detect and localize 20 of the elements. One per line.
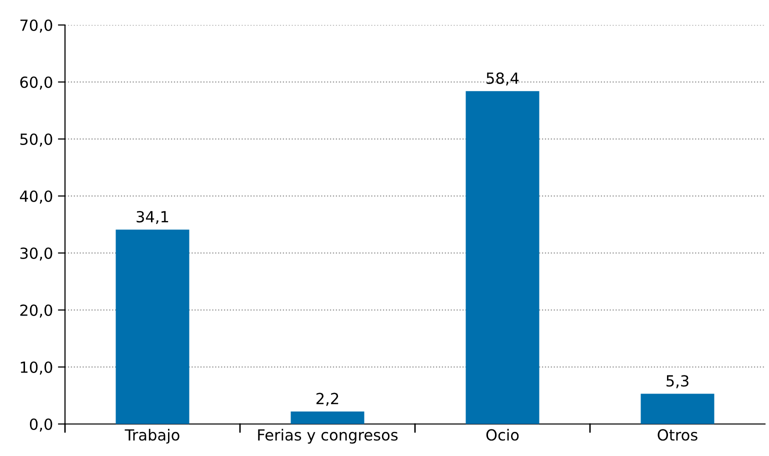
y-tick-label: 70,0	[20, 19, 52, 33]
y-tick-label: 60,0	[20, 76, 52, 90]
x-tick-label: Otros	[658, 429, 698, 441]
y-tick-label: 50,0	[20, 133, 52, 147]
bar	[640, 394, 714, 424]
data-label: 5,3	[666, 375, 688, 388]
y-tick-label: 10,0	[20, 361, 52, 375]
y-tick-label: 0,0	[30, 418, 52, 432]
x-tick-label: Ferias y congresos	[258, 428, 398, 444]
data-label: 2,2	[316, 392, 338, 406]
bar	[466, 91, 540, 424]
y-tick-label: 30,0	[20, 247, 52, 261]
data-label: 58,4	[486, 72, 519, 86]
data-label: 34,1	[136, 210, 168, 224]
x-tick-label: Trabajo	[124, 428, 180, 444]
bar	[290, 411, 364, 424]
y-tick-label: 20,0	[20, 304, 52, 318]
bar	[116, 230, 190, 424]
x-tick-label: Ocio	[486, 428, 519, 441]
y-tick-label: 40,0	[20, 190, 52, 204]
